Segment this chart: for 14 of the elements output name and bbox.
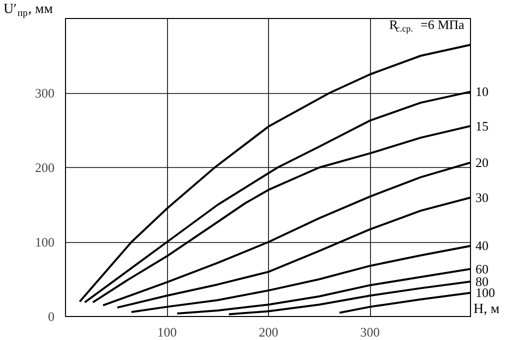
y-tick-label: 300	[35, 86, 54, 100]
series-label: 30	[476, 190, 488, 205]
y-tick-label: 200	[35, 160, 54, 175]
series-label: 10	[476, 84, 488, 100]
y-tick-label: 0	[48, 309, 54, 324]
x-tick-label: 200	[258, 324, 278, 340]
series-label: 40	[476, 238, 488, 254]
series-label: 15	[476, 118, 488, 134]
x-tick-label: 100	[157, 324, 177, 340]
x-tick-label: 300	[360, 324, 380, 340]
x-axis-title: H, м	[474, 302, 500, 317]
series-label: 60	[476, 261, 488, 276]
y-tick-label: 100	[35, 234, 54, 250]
series-label: 20	[476, 154, 488, 170]
